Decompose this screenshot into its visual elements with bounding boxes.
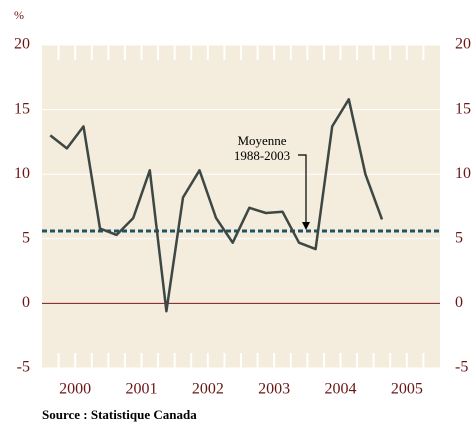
x-tick-label: 2005 bbox=[391, 381, 423, 398]
y-tick-label-right: 20 bbox=[455, 36, 471, 53]
average-arrowhead bbox=[302, 222, 310, 231]
y-tick-label-right: 15 bbox=[455, 100, 471, 117]
source: Source : Statistique Canada bbox=[42, 407, 197, 422]
average-label: Moyenne bbox=[237, 133, 286, 148]
y-tick-label: -5 bbox=[17, 359, 30, 376]
plot-background bbox=[42, 45, 440, 368]
data-line bbox=[49, 98, 384, 313]
y-tick-label-right: 5 bbox=[455, 229, 463, 246]
x-tick-label: 2002 bbox=[192, 381, 224, 398]
y-tick-label: 0 bbox=[22, 294, 30, 311]
y-tick-label: 5 bbox=[22, 229, 30, 246]
y-tick-label-right: 10 bbox=[455, 165, 471, 182]
y-tick-label: 20 bbox=[14, 36, 30, 53]
x-tick-label: 2000 bbox=[59, 381, 91, 398]
y-tick-label: 10 bbox=[14, 165, 30, 182]
x-tick-label: 2003 bbox=[258, 381, 290, 398]
y-tick-label: 15 bbox=[14, 100, 30, 117]
x-tick-label: 2001 bbox=[126, 381, 158, 398]
average-label: 1988-2003 bbox=[234, 148, 290, 163]
y-unit: % bbox=[14, 8, 24, 22]
x-tick-label: 2004 bbox=[325, 381, 357, 398]
y-tick-label-right: -5 bbox=[455, 359, 468, 376]
average-arrow bbox=[298, 154, 307, 224]
y-tick-label-right: 0 bbox=[455, 294, 463, 311]
